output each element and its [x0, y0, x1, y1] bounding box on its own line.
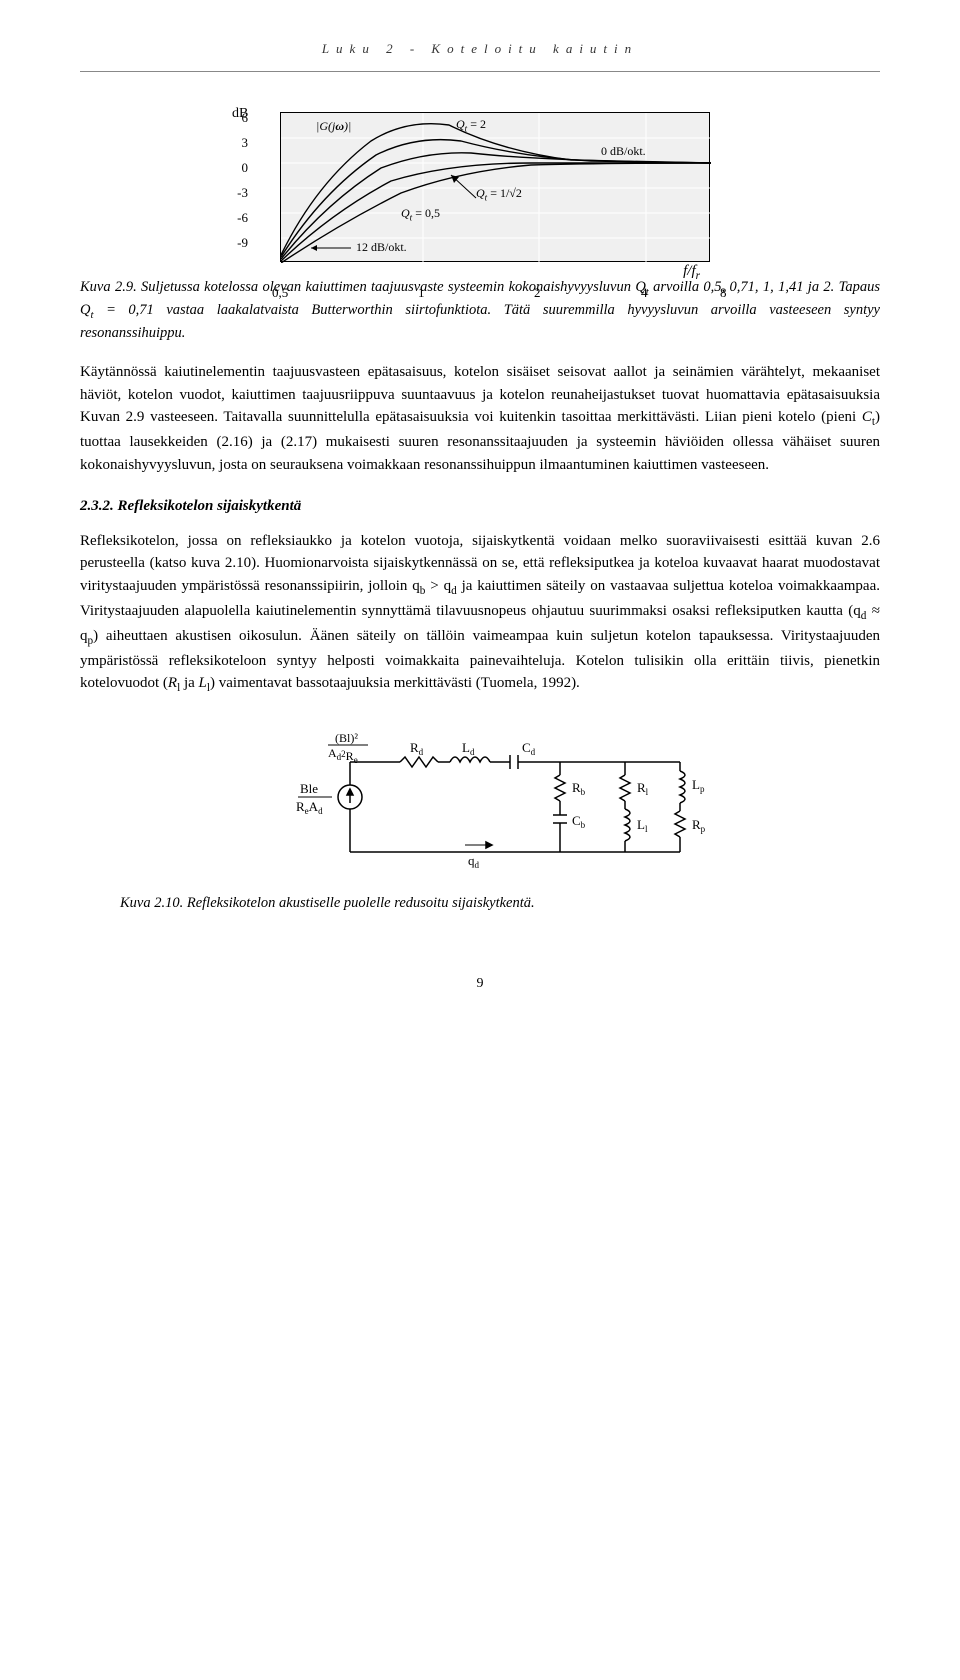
y-axis-title: |G(jω)| [316, 118, 351, 135]
x-tick: 8 [720, 284, 727, 303]
y-tick: 6 [223, 109, 248, 128]
x-tick: 2 [534, 284, 541, 303]
svg-text:Ld: Ld [462, 740, 475, 757]
annotation-qt05: Qt = 0,5 [401, 205, 440, 224]
y-tick: 0 [223, 159, 248, 178]
subsection-number: 2.3.2. [80, 498, 114, 514]
svg-text:Ll: Ll [637, 817, 648, 834]
page-header: Luku 2 - Koteloitu kaiutin [80, 40, 880, 59]
svg-text:Rp: Rp [692, 817, 706, 834]
y-tick: -3 [223, 184, 248, 203]
y-tick: -9 [223, 234, 248, 253]
svg-text:Ble: Ble [300, 781, 318, 796]
annotation-qt1sqrt2: Qt = 1/√2 [476, 185, 522, 204]
paragraph-1: Käytännössä kaiutinelementin taajuusvast… [80, 361, 880, 476]
chart-plot-area: |G(jω)| Qt = 2 Qt = 1/√2 Qt = 0,5 0 dB/o… [280, 112, 710, 262]
figure-2-9: dB 6 3 0 -3 -6 -9 [80, 112, 880, 344]
svg-text:ReAd: ReAd [296, 799, 323, 816]
annotation-12db: 12 dB/okt. [356, 239, 407, 256]
y-tick: 3 [223, 134, 248, 153]
circuit-diagram: (Bl)² Ad2Re Ble ReAd Rd Ld Cd Rb Cb Rl L… [240, 727, 720, 877]
figure-2-10-caption: Kuva 2.10. Refleksikotelon akustiselle p… [120, 893, 880, 914]
annotation-qt2: Qt = 2 [456, 116, 486, 135]
x-tick: 0,5 [272, 284, 288, 303]
x-axis-title: f/fr [683, 261, 700, 284]
svg-text:Lp: Lp [692, 777, 705, 794]
x-tick: 1 [418, 284, 425, 303]
svg-text:Ad2Re: Ad2Re [328, 746, 358, 765]
figure-2-9-caption: Kuva 2.9. Suljetussa kotelossa olevan ka… [80, 277, 880, 344]
svg-text:Cd: Cd [522, 740, 536, 757]
svg-text:Cb: Cb [572, 813, 586, 830]
svg-text:Rd: Rd [410, 740, 424, 757]
subsection-2-3-2-title: 2.3.2. Refleksikotelon sijaiskytkentä [80, 496, 880, 518]
paragraph-2: Refleksikotelon, jossa on refleksiaukko … [80, 530, 880, 697]
subsection-text: Refleksikotelon sijaiskytkentä [118, 498, 302, 514]
svg-text:Rb: Rb [572, 780, 586, 797]
figure-2-10: (Bl)² Ad2Re Ble ReAd Rd Ld Cd Rb Cb Rl L… [80, 727, 880, 914]
header-text: Luku 2 - Koteloitu kaiutin [322, 41, 638, 56]
svg-text:Rl: Rl [637, 780, 649, 797]
x-tick: 4 [641, 284, 648, 303]
svg-text:(Bl)²: (Bl)² [335, 731, 358, 745]
header-divider [80, 71, 880, 72]
annotation-0db: 0 dB/okt. [601, 143, 646, 160]
svg-text:qd: qd [468, 853, 480, 870]
page-number: 9 [80, 974, 880, 994]
y-tick: -6 [223, 209, 248, 228]
